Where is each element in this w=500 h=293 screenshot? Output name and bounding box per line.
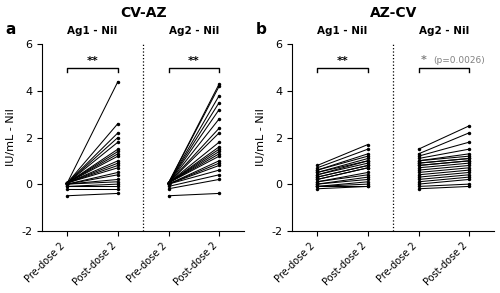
Title: AZ-CV: AZ-CV [370, 6, 417, 20]
Text: *: * [421, 55, 427, 65]
Text: a: a [6, 22, 16, 37]
Title: CV-AZ: CV-AZ [120, 6, 166, 20]
Text: **: ** [86, 57, 99, 67]
Y-axis label: IU/mL - Nil: IU/mL - Nil [256, 109, 266, 166]
Text: (p=0.0026): (p=0.0026) [434, 56, 486, 65]
Text: Ag1 - Nil: Ag1 - Nil [68, 26, 117, 36]
Text: **: ** [336, 57, 348, 67]
Text: Ag2 - Nil: Ag2 - Nil [168, 26, 219, 36]
Text: Ag2 - Nil: Ag2 - Nil [418, 26, 469, 36]
Y-axis label: IU/mL - Nil: IU/mL - Nil [6, 109, 16, 166]
Text: **: ** [188, 57, 200, 67]
Text: b: b [256, 22, 266, 37]
Text: Ag1 - Nil: Ag1 - Nil [318, 26, 368, 36]
